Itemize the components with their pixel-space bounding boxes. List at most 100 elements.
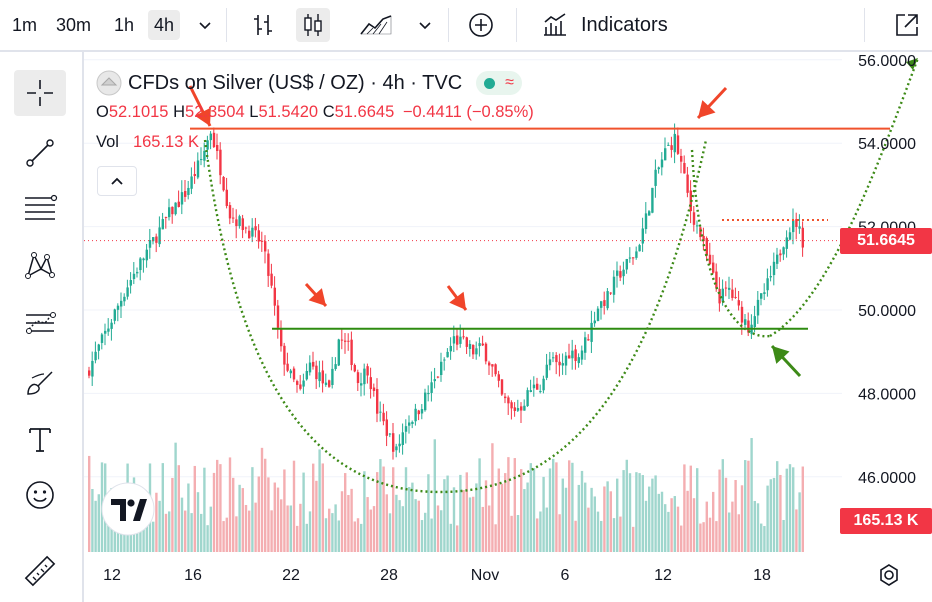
candle-body	[388, 433, 392, 435]
volume-bar	[222, 521, 225, 552]
volume-bar	[248, 510, 251, 552]
forecast-projection-icon[interactable]	[14, 300, 66, 346]
volume-bar	[507, 457, 510, 552]
candle-body	[196, 160, 200, 178]
volume-bar	[158, 500, 161, 552]
brush-icon[interactable]	[14, 360, 66, 406]
candle-body	[532, 384, 536, 389]
open-external-icon[interactable]	[890, 8, 924, 42]
timeframe-1m[interactable]: 1m	[12, 15, 38, 35]
volume-bar	[433, 439, 436, 552]
volume-bar	[254, 502, 257, 552]
candle-body	[232, 217, 235, 219]
timeframe-1h[interactable]: 1h	[114, 15, 135, 35]
candle-body	[462, 336, 465, 338]
candle-body	[251, 227, 254, 237]
chart-type-dropdown-chevron-icon[interactable]	[408, 8, 442, 42]
volume-bar	[651, 478, 654, 552]
candle-body	[126, 287, 129, 297]
candle-body	[350, 339, 353, 365]
volume-bar	[795, 509, 798, 552]
candle-body	[382, 412, 385, 422]
candle-body	[446, 351, 449, 358]
collapse-legend-button[interactable]	[97, 166, 137, 196]
candle-body	[625, 258, 628, 270]
volume-bar	[251, 467, 254, 552]
candle-body	[299, 384, 302, 389]
candle-body	[734, 296, 737, 298]
add-compare-icon[interactable]	[464, 8, 498, 42]
timeframe-30m[interactable]: 30m	[56, 15, 92, 35]
candle-body	[740, 306, 744, 323]
area-chart-icon[interactable]	[356, 8, 396, 42]
candle-body	[760, 293, 763, 299]
red-arrow-left-peak-head	[194, 107, 211, 126]
volume-bar	[600, 520, 603, 552]
volume-bar	[606, 481, 609, 552]
timeframe-4h[interactable]: 4h	[148, 10, 181, 40]
time-axis[interactable]: 12 16 22 28 Nov 6 12 18	[103, 567, 771, 584]
text-tool-icon[interactable]	[14, 416, 66, 462]
volume-bar	[568, 460, 571, 552]
candle-body	[331, 368, 334, 386]
fib-retracement-icon[interactable]	[14, 186, 66, 232]
timeframe-dropdown-chevron-icon[interactable]	[188, 8, 222, 42]
candle-body	[212, 132, 216, 148]
indicators-icon[interactable]	[538, 8, 572, 42]
candle-body	[244, 227, 248, 229]
volume-bar	[401, 506, 404, 552]
market-status-pill[interactable]: ≈	[476, 71, 522, 95]
volume-bar	[360, 523, 363, 552]
symbol-legend[interactable]: CFDs on Silver (US$ / OZ) · 4h · TVC ≈	[96, 70, 522, 96]
volume-bar	[337, 520, 340, 552]
cup-arc[interactable]	[203, 139, 708, 494]
volume-bar	[424, 512, 427, 552]
candle-body	[177, 201, 180, 207]
candle-body	[699, 227, 702, 238]
crosshair-icon[interactable]	[14, 70, 66, 116]
candle-body	[248, 230, 251, 239]
emoji-icon[interactable]	[14, 472, 66, 518]
volume-bar	[417, 500, 420, 552]
volume-bar	[548, 468, 552, 552]
ruler-icon[interactable]	[14, 548, 66, 594]
volume-bar	[590, 487, 593, 552]
volume-bar	[523, 489, 526, 552]
price-chart[interactable]: 56.000054.000052.000050.000048.000046.00…	[84, 52, 932, 602]
candle-body	[593, 320, 596, 324]
candle-body	[504, 396, 507, 399]
handle-arc[interactable]	[690, 149, 771, 338]
volume-bar	[699, 523, 702, 552]
candle-body	[664, 148, 667, 161]
candles-icon[interactable]	[296, 8, 330, 42]
candle-body	[273, 287, 276, 306]
volume-bar	[184, 510, 187, 552]
candle-body	[651, 187, 654, 213]
volume-bar	[484, 480, 488, 552]
volume-bar	[164, 513, 168, 552]
candle-body	[433, 379, 436, 382]
time-tick-label: 6	[561, 567, 570, 584]
candle-body	[321, 370, 324, 384]
time-tick-label: 12	[103, 567, 121, 584]
candle-body	[516, 408, 520, 411]
pattern-icon[interactable]	[14, 242, 66, 288]
red-arrow-right-peak-head	[698, 100, 716, 118]
candle-body	[459, 336, 462, 344]
breakout-projection-arc[interactable]	[769, 57, 920, 338]
settings-gear-icon[interactable]	[876, 562, 902, 588]
bar-chart-icon[interactable]	[246, 8, 280, 42]
tradingview-logo[interactable]	[101, 482, 155, 536]
candle-body	[545, 364, 548, 378]
time-tick-label: 16	[184, 567, 202, 584]
volume-bar	[344, 473, 347, 552]
candle-body	[139, 258, 142, 271]
volume-bar	[536, 518, 539, 552]
trend-line-icon[interactable]	[14, 130, 66, 176]
candle-body	[753, 316, 756, 327]
price-tick-label: 56.0000	[858, 53, 916, 70]
change-value: −0.4411 (−0.85%)	[402, 103, 534, 121]
price-axis[interactable]: 56.000054.000052.000050.000048.000046.00…	[858, 53, 916, 487]
indicators-button[interactable]: Indicators	[581, 14, 668, 36]
candle-body	[782, 247, 785, 255]
